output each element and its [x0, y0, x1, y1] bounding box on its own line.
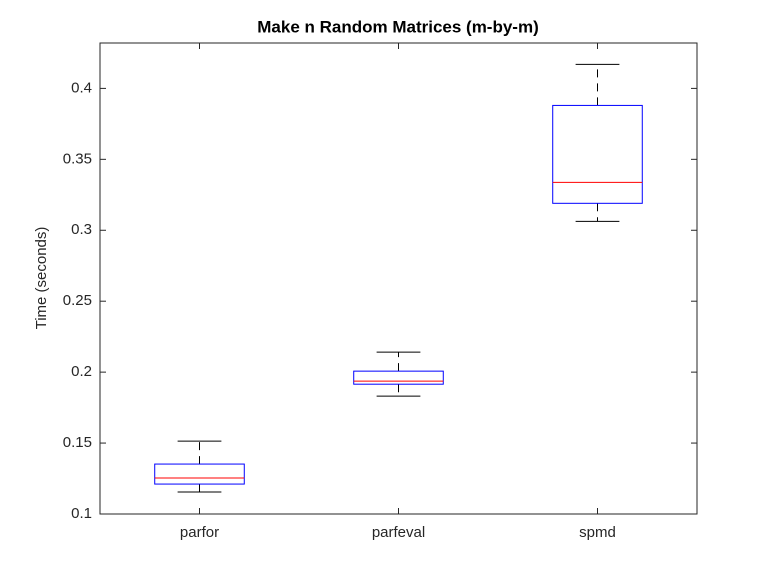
x-tick-label: parfor — [180, 524, 219, 541]
y-tick-label: 0.1 — [71, 505, 92, 522]
y-tick-label: 0.35 — [63, 150, 92, 167]
x-tick-label: spmd — [579, 524, 616, 541]
box — [353, 370, 444, 385]
y-tick-label: 0.15 — [63, 434, 92, 451]
y-tick-label: 0.4 — [71, 79, 92, 96]
chart-title: Make n Random Matrices (m-by-m) — [257, 17, 539, 36]
y-tick-label: 0.2 — [71, 363, 92, 380]
y-tick-label: 0.25 — [63, 292, 92, 309]
y-tick-label: 0.3 — [71, 221, 92, 238]
box — [552, 104, 643, 204]
box — [154, 463, 245, 485]
y-axis-label: Time (seconds) — [33, 227, 50, 330]
x-tick-label: parfeval — [372, 524, 425, 541]
